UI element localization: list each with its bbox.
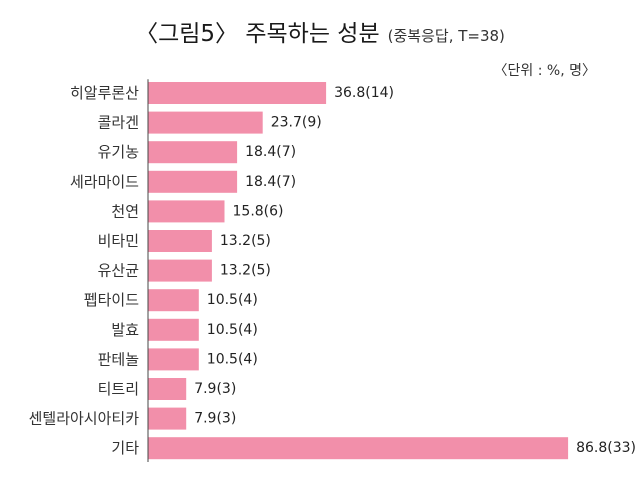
bar [148, 170, 238, 193]
category-label: 유기농 [98, 143, 140, 161]
bar [148, 141, 238, 164]
bar [148, 407, 187, 430]
value-label: 7.9(3) [194, 411, 236, 427]
bar [148, 111, 263, 134]
bar [148, 259, 212, 282]
chart-subtitle: (중복응답, T=38) [387, 27, 505, 45]
value-label: 86.8(33) [576, 440, 636, 456]
category-label: 센텔라아시아티카 [29, 410, 140, 428]
value-label: 36.8(14) [334, 85, 394, 101]
category-label: 세라마이드 [70, 173, 139, 191]
category-label: 콜라겐 [98, 114, 139, 132]
bar [148, 348, 199, 371]
chart-title: 〈그림5〉 주목하는 성분 (중복응답, T=38) [0, 14, 640, 48]
category-label: 티트리 [98, 380, 139, 398]
bar [148, 82, 327, 104]
category-label: 유산균 [98, 262, 140, 280]
value-label: 13.2(5) [220, 263, 271, 279]
value-label: 18.4(7) [245, 174, 296, 190]
bar [148, 200, 225, 223]
value-label: 10.5(4) [207, 322, 258, 338]
chart-title-main: 〈그림5〉 주목하는 성분 [135, 21, 380, 47]
bars-group [148, 82, 569, 460]
value-label: 10.5(4) [207, 292, 258, 308]
category-label: 기타 [111, 439, 139, 457]
bar [148, 230, 212, 252]
category-label: 판테놀 [98, 350, 140, 368]
bar [148, 318, 199, 341]
value-label: 23.7(9) [271, 115, 322, 131]
value-labels-group: 36.8(14) 23.7(9) 18.4(7) 18.4(7) 15.8(6) 13.2… [194, 85, 636, 456]
category-label: 비타민 [98, 232, 139, 250]
category-label: 천연 [111, 202, 139, 220]
category-label: 히알루론산 [70, 84, 139, 102]
bar [148, 289, 199, 312]
bar [148, 378, 187, 400]
value-label: 7.9(3) [194, 381, 236, 397]
unit-note: 〈단위 : %, 명〉 [493, 63, 596, 79]
bar [148, 437, 569, 460]
category-label: 발효 [111, 321, 139, 339]
value-label: 18.4(7) [245, 144, 296, 160]
value-label: 13.2(5) [220, 233, 271, 249]
value-label: 15.8(6) [233, 203, 284, 219]
value-label: 10.5(4) [207, 351, 258, 367]
category-labels-group: 히알루론산콜라겐유기농세라마이드천연비타민유산균펩타이드발효판테놀티트리센텔라아… [29, 84, 140, 457]
category-label: 펩타이드 [84, 291, 139, 309]
